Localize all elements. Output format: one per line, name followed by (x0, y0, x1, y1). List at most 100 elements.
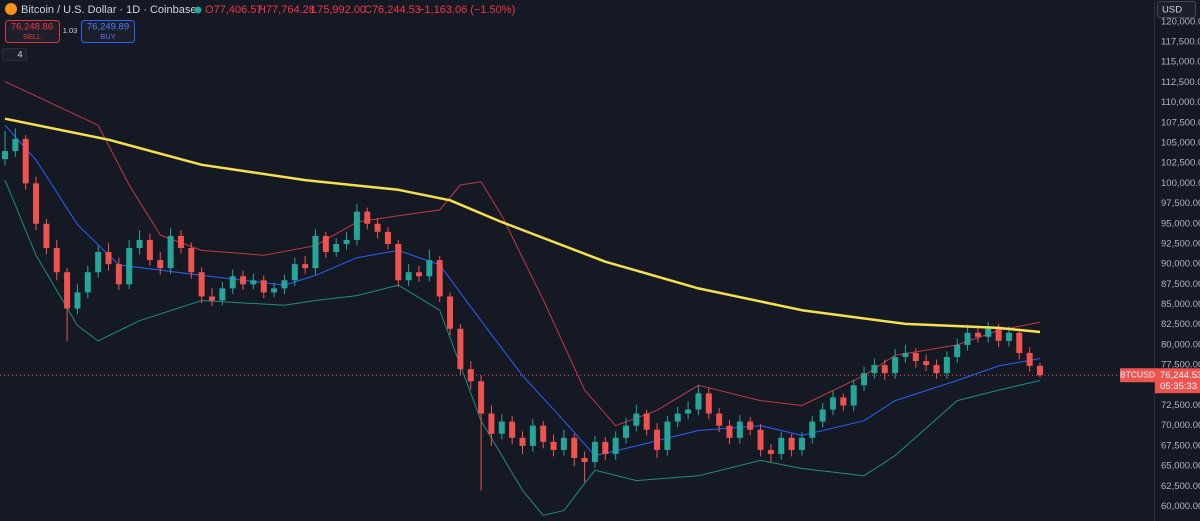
indicator-line (4, 179, 1041, 516)
candle-body (623, 425, 629, 438)
candle-body (2, 151, 8, 160)
candle-body (416, 272, 422, 277)
candle-body (447, 296, 454, 329)
candle-body (830, 397, 836, 410)
y-tick-label: 105,000.00 (1161, 137, 1200, 148)
y-tick-label: 110,000.00 (1161, 97, 1200, 108)
candle-body (1016, 332, 1023, 353)
ohlc-change: −1,163.06 (−1.50%) (418, 4, 515, 16)
sell-price[interactable]: 76,248.86 (11, 22, 53, 33)
candle-body (933, 365, 940, 374)
candle-body (509, 421, 516, 438)
candle-body (767, 449, 774, 454)
candle-body (778, 437, 785, 454)
buy-button[interactable]: 76,249.89 BUY (81, 20, 135, 43)
candle-body (612, 437, 619, 454)
candle-body (529, 425, 536, 446)
candle-body (260, 280, 267, 293)
candle-body (177, 235, 184, 248)
candle-body (654, 429, 661, 450)
sell-label[interactable]: SELL (23, 32, 41, 41)
candle-body (312, 235, 319, 269)
indicator-toggle[interactable]: 4 (2, 48, 27, 61)
candle-body (695, 393, 702, 410)
currency-button[interactable]: USD (1157, 1, 1196, 18)
candle-body (912, 352, 919, 362)
y-tick-label: 102,500.00 (1161, 158, 1200, 169)
candle-body (333, 243, 340, 253)
y-tick-label: 120,000.00 (1161, 16, 1200, 27)
coin-icon (5, 3, 17, 15)
candle-body (22, 138, 29, 184)
symbol-title: Bitcoin / U.S. Dollar · 1D · Coinbase (21, 4, 196, 16)
candle-body (426, 260, 433, 277)
candle-body (602, 441, 609, 454)
candle-body (923, 361, 930, 366)
candle-body (12, 138, 19, 152)
candle-body (633, 413, 640, 426)
y-tick-label: 77,500.00 (1161, 360, 1200, 371)
candle-body (405, 272, 412, 281)
candle-body (167, 235, 174, 269)
currency-box[interactable] (1157, 1, 1196, 18)
y-tick-label: 97,500.00 (1161, 198, 1200, 209)
candle-body (209, 296, 215, 301)
candle-body (146, 239, 153, 261)
candle-body (488, 413, 495, 434)
candle-body (436, 260, 443, 297)
y-tick-label: 70,000.00 (1161, 420, 1200, 431)
candle-body (995, 328, 1002, 341)
buy-label[interactable]: BUY (100, 32, 115, 41)
y-tick-label: 80,000.00 (1161, 339, 1200, 350)
candle-body (571, 437, 578, 458)
candle-body (664, 421, 671, 450)
y-tick-label: 90,000.00 (1161, 259, 1200, 270)
ohlc-high: H77,764.28 (258, 4, 315, 16)
candle-body (457, 328, 464, 370)
candle-body (384, 231, 391, 244)
candle-body (115, 264, 122, 285)
candle-body (788, 437, 795, 450)
candle-body (467, 369, 474, 382)
indicator-count[interactable]: 4 (17, 49, 22, 59)
candle-body (74, 292, 81, 309)
candle-body (1026, 352, 1033, 366)
y-tick-label: 85,000.00 (1161, 299, 1200, 310)
candle-body (798, 437, 805, 450)
candle-body (757, 429, 764, 450)
candle-body (943, 357, 950, 374)
sell-box[interactable] (5, 20, 60, 43)
ohlc-close: C76,244.53 (364, 4, 421, 16)
candle-body (157, 260, 164, 269)
indicator-line (4, 117, 1041, 334)
candle-body (374, 223, 381, 232)
candle-body (229, 276, 236, 289)
candle-body (219, 288, 226, 301)
y-tick-label: 92,500.00 (1161, 238, 1200, 249)
buy-price[interactable]: 76,249.89 (87, 22, 129, 33)
indicator-line (4, 124, 1041, 457)
candle-body (560, 437, 567, 450)
candle-body (685, 409, 692, 414)
candle-body (705, 393, 712, 414)
candle-body (43, 223, 50, 248)
price-axis: 60,000.00 62,500.00 65,000.00 67,500.00 70,0… (1120, 16, 1200, 512)
candle-body (53, 247, 60, 273)
candle-body (250, 280, 257, 285)
candle-body (84, 272, 91, 293)
candle-body (126, 247, 133, 285)
spread: 1.03 (63, 26, 78, 35)
candle-body (281, 280, 288, 289)
y-tick-label: 87,500.00 (1161, 279, 1200, 290)
indicator-box[interactable] (2, 48, 27, 61)
currency: USD (1162, 5, 1182, 16)
buy-box[interactable] (81, 20, 135, 43)
candle-body (343, 239, 350, 244)
y-tick-label: 82,500.00 (1161, 319, 1200, 330)
candle-body (291, 264, 298, 281)
candle-body (353, 211, 360, 240)
sell-button[interactable]: 76,248.86 SELL (5, 20, 60, 43)
candle-body (881, 365, 888, 374)
candle-body (188, 247, 195, 273)
